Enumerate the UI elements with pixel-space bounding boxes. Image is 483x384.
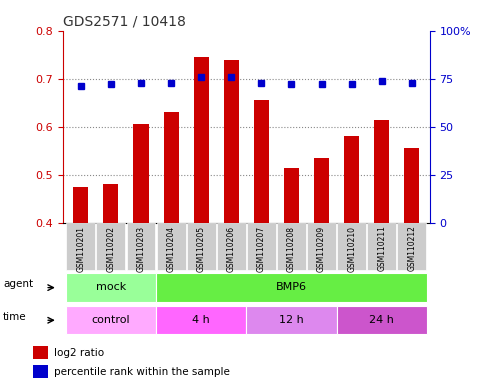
FancyBboxPatch shape [247,223,276,270]
Text: GSM110204: GSM110204 [167,226,176,272]
Bar [314,158,329,223]
FancyBboxPatch shape [337,223,366,270]
Bar [284,167,299,223]
Text: GSM110206: GSM110206 [227,226,236,272]
Text: GSM110210: GSM110210 [347,226,356,271]
Text: GDS2571 / 10418: GDS2571 / 10418 [63,14,185,28]
Text: 24 h: 24 h [369,314,394,324]
FancyBboxPatch shape [66,223,95,270]
Text: percentile rank within the sample: percentile rank within the sample [55,367,230,377]
Bar [103,184,118,223]
Text: GSM110207: GSM110207 [257,226,266,272]
Text: GSM110208: GSM110208 [287,226,296,271]
Bar [194,57,209,223]
Bar [224,60,239,223]
Text: GSM110209: GSM110209 [317,226,326,272]
FancyBboxPatch shape [307,223,336,270]
FancyBboxPatch shape [217,223,246,270]
Bar [254,100,269,223]
Bar [33,365,48,378]
Text: 4 h: 4 h [192,314,210,324]
FancyBboxPatch shape [156,223,185,270]
FancyBboxPatch shape [246,306,337,334]
Text: GSM110201: GSM110201 [76,226,85,271]
Bar [33,346,48,359]
Text: GSM110205: GSM110205 [197,226,206,272]
Text: BMP6: BMP6 [276,282,307,292]
FancyBboxPatch shape [398,223,426,270]
Bar [164,112,179,223]
FancyBboxPatch shape [187,223,215,270]
Bar [344,136,359,223]
Bar [73,187,88,223]
Text: agent: agent [3,280,33,290]
Text: GSM110203: GSM110203 [137,226,145,272]
Bar [374,121,389,223]
FancyBboxPatch shape [97,223,126,270]
FancyBboxPatch shape [156,306,246,334]
FancyBboxPatch shape [277,223,306,270]
Text: 12 h: 12 h [279,314,304,324]
FancyBboxPatch shape [337,306,427,334]
Text: GSM110202: GSM110202 [106,226,115,271]
Text: log2 ratio: log2 ratio [55,348,105,358]
Text: control: control [92,314,130,324]
Bar [404,148,419,223]
FancyBboxPatch shape [127,223,156,270]
FancyBboxPatch shape [156,273,427,302]
Bar [133,124,149,223]
FancyBboxPatch shape [66,273,156,302]
Text: GSM110211: GSM110211 [377,226,386,271]
FancyBboxPatch shape [66,306,156,334]
Text: GSM110212: GSM110212 [407,226,416,271]
Text: time: time [3,312,27,322]
Text: mock: mock [96,282,126,292]
FancyBboxPatch shape [367,223,396,270]
